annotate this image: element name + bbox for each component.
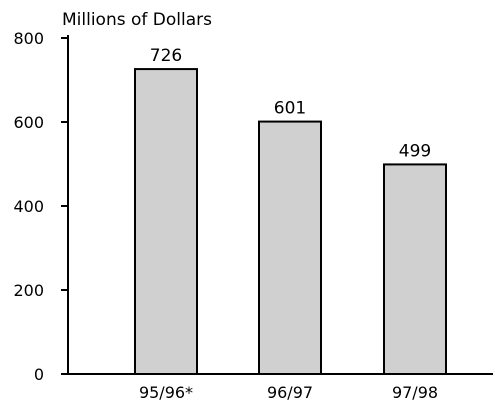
y-tick-label: 0 xyxy=(34,365,44,384)
x-tick-labels: 95/96* 96/97 97/98 xyxy=(139,383,438,402)
y-tick-label: 200 xyxy=(13,281,44,300)
x-tick-label: 95/96* xyxy=(139,383,193,402)
x-tick-label: 97/98 xyxy=(392,383,438,402)
x-tick-label: 96/97 xyxy=(267,383,313,402)
data-label: 499 xyxy=(399,141,431,161)
bar-96/97 xyxy=(258,120,322,375)
y-ticks: 0 200 400 600 800 xyxy=(13,29,68,384)
bar-95/96* xyxy=(134,68,198,376)
bar-97/98 xyxy=(383,163,447,375)
data-label: 601 xyxy=(274,99,306,119)
y-tick-label: 600 xyxy=(13,113,44,132)
bars: 726 601 499 xyxy=(134,46,447,376)
y-tick-label: 400 xyxy=(13,197,44,216)
data-label: 726 xyxy=(150,46,182,66)
y-tick-label: 800 xyxy=(13,29,44,48)
y-axis-label: Millions of Dollars xyxy=(62,10,212,30)
